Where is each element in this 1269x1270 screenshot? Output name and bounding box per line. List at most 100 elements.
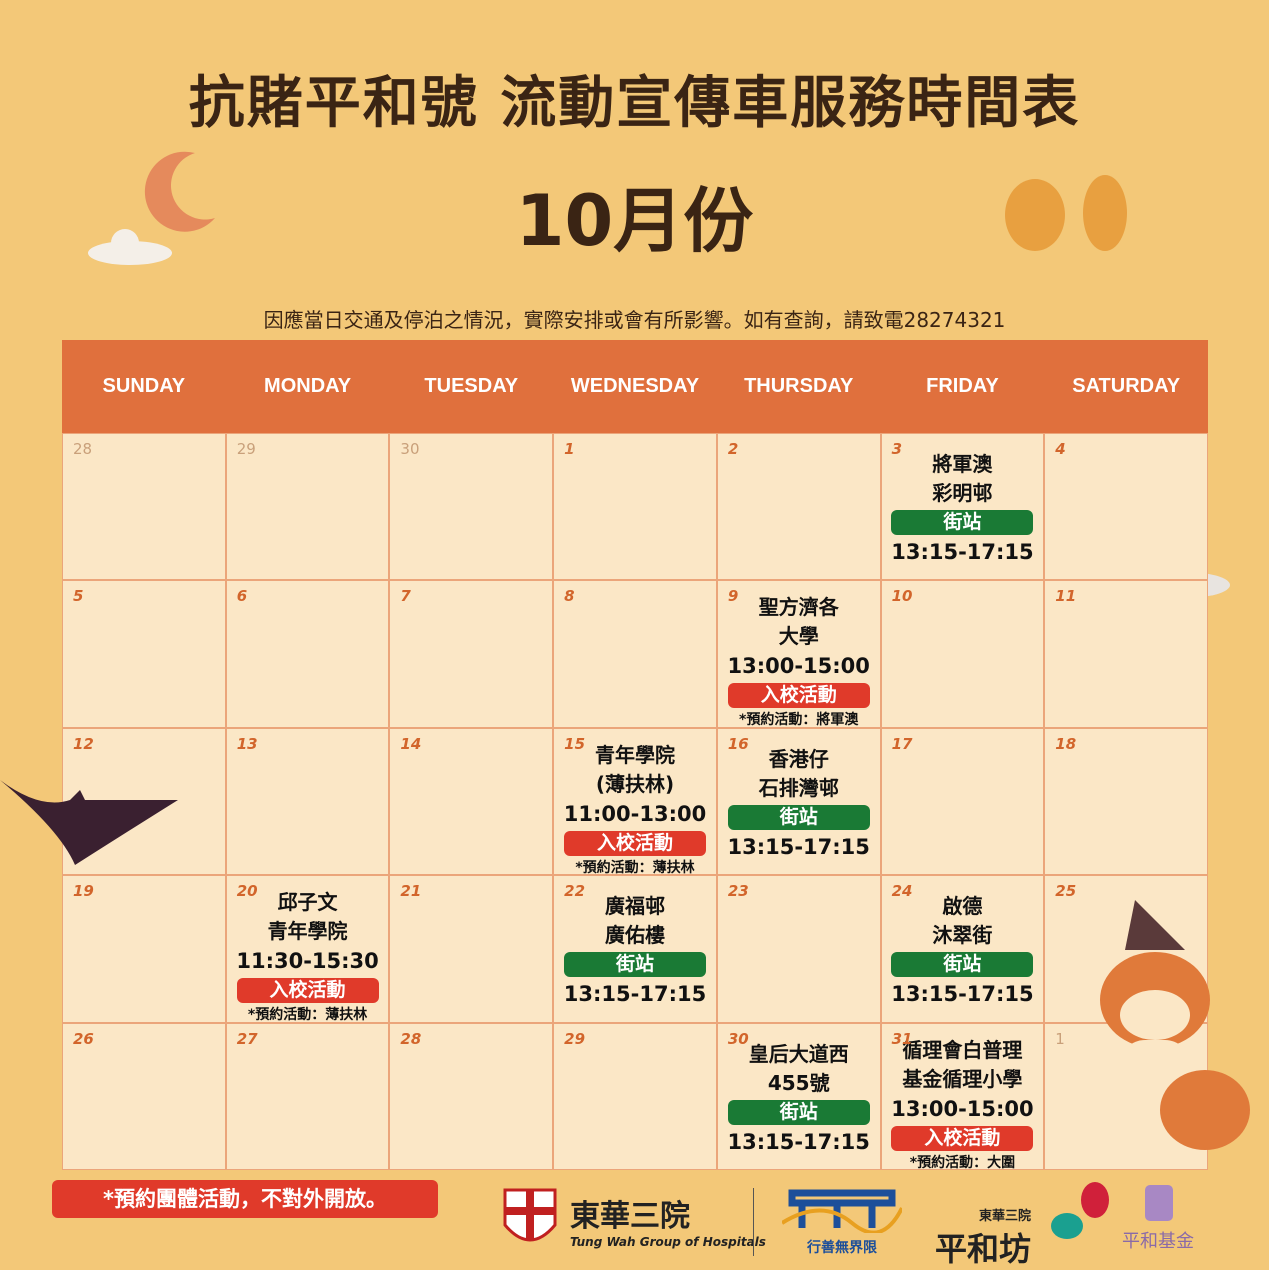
ping-wo-fong-logo: 東華三院 平和坊: [935, 1205, 1031, 1270]
location-line: 廣福邨: [604, 894, 665, 919]
day-number: 11: [1055, 587, 1077, 606]
day-number: 5: [73, 587, 84, 606]
calendar-day-cell: 5: [62, 580, 226, 728]
moon-icon: [144, 151, 215, 232]
location-line: 聖方濟各: [758, 595, 839, 620]
day-number: 27: [236, 1029, 258, 1048]
location-line: 青年學院: [267, 919, 348, 944]
tung-wah-crest-icon: [503, 1188, 557, 1242]
calendar: SUNDAY MONDAY TUESDAY WEDNESDAY THURSDAY FRID…: [62, 340, 1208, 1171]
divider: [753, 1188, 754, 1256]
calendar-day-cell: 16 香港仔 石排灣邨 街站 13:15-17:15: [716, 727, 881, 876]
anniversary-text: 行善無界限: [807, 1240, 877, 1256]
weekday-thursday: THURSDAY: [744, 375, 854, 397]
day-number: 4: [1055, 440, 1066, 458]
day-number: 6: [236, 587, 248, 606]
day-number: 8: [564, 587, 575, 606]
calendar-day-cell: 3 將軍澳 彩明邨 街站 13:15-17:15: [880, 433, 1045, 581]
booking-note: *預約活動：薄扶林: [575, 859, 695, 876]
anniversary-icon: [780, 1189, 904, 1235]
booking-note: *預約活動：薄扶林: [247, 1007, 368, 1024]
peace-fund-text: 平和基金: [1122, 1231, 1194, 1252]
day-number: 15: [564, 734, 586, 753]
anniversary-logo: 行善無界限: [772, 1188, 912, 1257]
peace-fund-logo: 平和基金: [1122, 1185, 1194, 1253]
day-number: 29: [236, 440, 256, 458]
calendar-day-cell: 12: [62, 727, 226, 876]
calendar-day-cell: 20 邱子文 青年學院 11:30-15:30 入校活動 *預約活動：薄扶林: [225, 875, 390, 1024]
day-number: 9: [727, 587, 739, 606]
location-line: 沐翠街: [932, 923, 993, 948]
day-number: 25: [1055, 882, 1077, 901]
day-number: 28: [73, 440, 93, 458]
day-number: 10: [891, 587, 913, 606]
ping-wo-fong-top: 東華三院: [979, 1209, 1032, 1224]
calendar-day-cell: 18: [1044, 727, 1208, 876]
calendar-day-cell: 4: [1044, 433, 1208, 581]
calendar-day-cell: 7: [389, 580, 554, 728]
day-number: 26: [73, 1029, 94, 1048]
calendar-day-cell: 6: [225, 580, 390, 728]
day-number: 2: [727, 440, 739, 458]
calendar-day-cell: 9 聖方濟各大學 13:00-15:00 入校活動 *預約活動：將軍澳: [716, 580, 881, 729]
time-range: 13:15-17:15: [727, 834, 870, 859]
bean-icon: [1051, 1182, 1109, 1239]
day-number: 30: [727, 1029, 749, 1048]
location-line: 青年學院: [594, 742, 675, 767]
calendar-day-cell: 15 青年學院 (薄扶林) 11:00-13:00 入校活動 *預約活動：薄扶林: [553, 727, 717, 876]
day-number: 16: [727, 734, 749, 753]
time-range: 13:15-17:15: [891, 982, 1034, 1007]
day-number: 21: [400, 882, 422, 901]
time-range: 13:00-15:00: [891, 1096, 1034, 1121]
weekday-header: SUNDAY MONDAY TUESDAY WEDNESDAY THURSDAY FRID…: [62, 340, 1208, 433]
time-range: 13:15-17:15: [891, 540, 1034, 564]
calendar-day-cell: 2: [716, 433, 881, 581]
day-number: 18: [1055, 734, 1077, 753]
calendar-day-cell: 8: [553, 580, 717, 728]
day-number: 19: [73, 882, 94, 901]
calendar-day-cell: 11: [1044, 580, 1208, 728]
location-line: 基金循理小學: [902, 1066, 1023, 1091]
calendar-day-cell: 1: [553, 433, 717, 581]
tung-wah-en: Tung Wah Group of Hospitals: [570, 1235, 766, 1249]
booking-note: *預約活動：大圍: [909, 1154, 1016, 1171]
day-number: 24: [891, 882, 913, 901]
reservation-note: *預約團體活動，不對外開放。: [52, 1180, 438, 1218]
day-number: 31: [891, 1029, 913, 1048]
location-line: 石排灣邨: [758, 775, 839, 800]
location-line: 大學: [778, 624, 819, 649]
calendar-day-cell: 24 啟德 沐翠街 街站 13:15-17:15: [880, 875, 1045, 1023]
booking-note: *預約活動：將軍澳: [739, 712, 859, 729]
day-number: 20: [236, 882, 258, 901]
calendar-day-cell: 29: [553, 1022, 717, 1170]
day-number: 1: [1055, 1029, 1065, 1048]
calendar-day-cell: 17: [880, 727, 1045, 876]
calendar-day-cell: 10: [880, 580, 1045, 728]
location-line: 循理會白普理: [902, 1037, 1023, 1062]
calendar-grid: 28 29 30 1 2 3 將軍澳 彩明邨 街站 13:15-17:15 4 5 6 7 8 9 聖方濟各 大學…: [62, 433, 1208, 1171]
calendar-day-cell: 22 廣福邨 廣佑樓 街站 13:15-17:15: [553, 875, 717, 1023]
day-number: 28: [400, 1029, 422, 1048]
tung-wah-cn: 東華三院: [570, 1199, 690, 1234]
calendar-day-cell: 26: [62, 1022, 226, 1170]
ping-wo-fong-name: 平和坊: [935, 1230, 1032, 1268]
pumpkin-icon: [1005, 175, 1127, 251]
day-number: 1: [564, 440, 575, 458]
time-range: 13:00-15:00: [727, 654, 870, 679]
time-range: 11:30-15:30: [236, 949, 379, 974]
day-number: 12: [73, 734, 94, 753]
day-number: 23: [727, 882, 749, 901]
weekday-monday: MONDAY: [264, 375, 352, 397]
location-line: (薄扶林): [595, 771, 675, 796]
poster-title: 抗賭平和號 流動宣傳車服務時間表: [188, 71, 1081, 136]
location-line: 455號: [767, 1070, 830, 1095]
day-number: 29: [564, 1029, 586, 1048]
day-number: 14: [400, 734, 422, 753]
weekday-tuesday: TUESDAY: [424, 375, 519, 397]
weekday-friday: FRIDAY: [926, 375, 999, 397]
school-activity-badge: 入校活動: [727, 683, 870, 709]
fox-icon: [1100, 900, 1250, 1150]
street-stall-badge: 街站: [727, 1099, 870, 1125]
calendar-day-cell: 23: [716, 875, 881, 1023]
location-line: 香港仔: [768, 746, 829, 771]
